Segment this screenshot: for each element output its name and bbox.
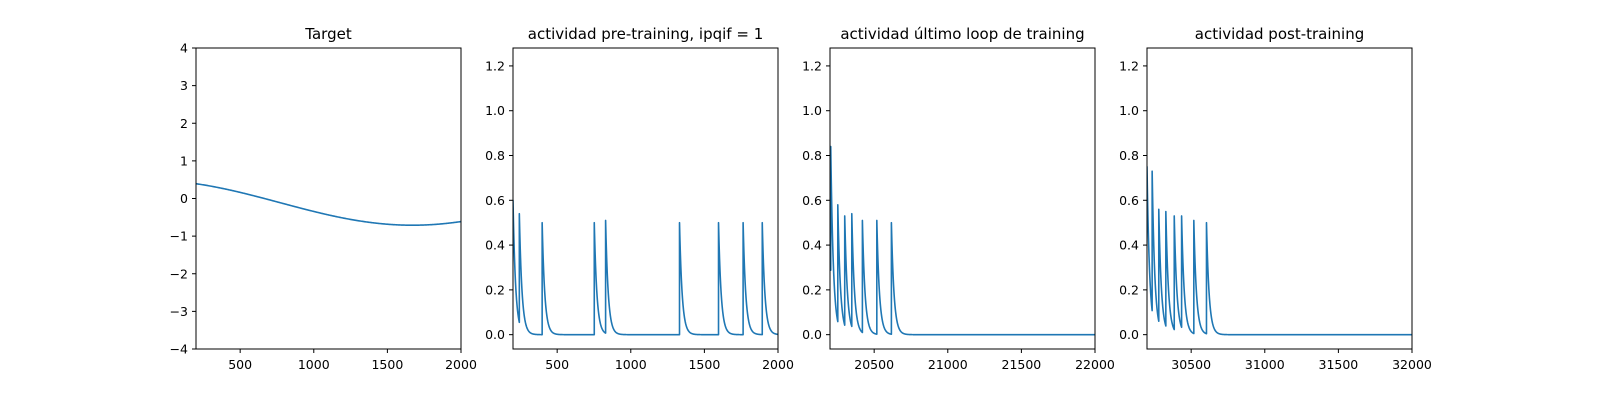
series-line (1147, 165, 1412, 336)
panel-target: Target 500 1000 1500 2000 −4 −3 −2 −1 0 1 2 3 4 (170, 25, 477, 372)
y-tick-label: 0 (180, 191, 188, 206)
series-line (830, 145, 1095, 336)
y-tick-label: 0.2 (1119, 282, 1139, 297)
axes-frame (1146, 47, 1413, 350)
y-tick-label: 0.8 (485, 148, 505, 163)
panel-title: Target (304, 25, 352, 43)
y-tick-label: 3 (180, 78, 188, 93)
x-tick-label: 21500 (1002, 357, 1042, 372)
x-tick-label: 500 (228, 357, 252, 372)
y-tick-label: 1.0 (802, 103, 822, 118)
y-tick-label: 0.0 (485, 327, 505, 342)
y-tick-label: 1.0 (485, 103, 505, 118)
x-tick-label: 21000 (928, 357, 968, 372)
y-tick-label: 0.4 (802, 238, 822, 253)
x-tick-label: 30500 (1171, 357, 1211, 372)
y-tick-label: 0.8 (1119, 148, 1139, 163)
x-tick-label: 1000 (615, 357, 647, 372)
y-tick-label: −3 (170, 304, 188, 319)
y-tick-label: 4 (180, 41, 188, 56)
axes-frame (829, 47, 1096, 350)
panel-title: actividad pre-training, ipqif = 1 (528, 25, 764, 43)
x-tick-label: 1500 (688, 357, 720, 372)
y-tick-label: 1.2 (485, 58, 505, 73)
y-tick-label: 1.2 (802, 58, 822, 73)
panel-pre-training: actividad pre-training, ipqif = 1 500 100… (485, 25, 794, 372)
y-tick-label: 0.8 (802, 148, 822, 163)
y-tick-label: 0.6 (802, 193, 822, 208)
y-tick-label: 0.4 (1119, 238, 1139, 253)
x-tick-label: 32000 (1392, 357, 1432, 372)
y-tick-label: 0.0 (802, 327, 822, 342)
panel-post-training: actividad post-training 30500 31000 31500 3… (1119, 25, 1432, 372)
panel-title: actividad post-training (1195, 25, 1364, 43)
y-tick-label: 0.4 (485, 238, 505, 253)
y-tick-label: −1 (170, 229, 188, 244)
y-tick-label: 1 (180, 153, 188, 168)
y-tick-label: −4 (170, 342, 188, 357)
x-tick-label: 31500 (1319, 357, 1359, 372)
x-tick-label: 1000 (298, 357, 330, 372)
y-tick-label: 0.6 (1119, 193, 1139, 208)
axes-frame (195, 47, 462, 350)
y-tick-label: 0.2 (485, 282, 505, 297)
x-tick-label: 31000 (1245, 357, 1285, 372)
x-tick-label: 2000 (445, 357, 477, 372)
y-tick-label: 0.0 (1119, 327, 1139, 342)
series-line (196, 182, 461, 227)
series-line (513, 199, 778, 336)
axes-frame (512, 47, 779, 350)
y-tick-label: −2 (170, 266, 188, 281)
y-tick-label: 2 (180, 116, 188, 131)
y-tick-label: 1.2 (1119, 58, 1139, 73)
y-tick-label: 1.0 (1119, 103, 1139, 118)
x-tick-label: 500 (545, 357, 569, 372)
panel-last-training-loop: actividad último loop de training 20500 2… (802, 25, 1115, 372)
x-tick-label: 20500 (854, 357, 894, 372)
y-tick-label: 0.2 (802, 282, 822, 297)
x-tick-label: 1500 (371, 357, 403, 372)
x-tick-label: 22000 (1075, 357, 1115, 372)
x-tick-label: 2000 (762, 357, 794, 372)
panel-title: actividad último loop de training (840, 25, 1084, 43)
y-tick-label: 0.6 (485, 193, 505, 208)
